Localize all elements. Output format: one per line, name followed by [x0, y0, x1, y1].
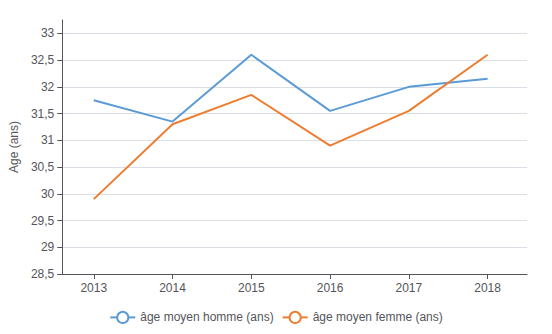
svg-text:32,5: 32,5 — [31, 53, 55, 67]
svg-text:2013: 2013 — [80, 281, 107, 295]
svg-text:31,5: 31,5 — [31, 107, 55, 121]
svg-text:30: 30 — [41, 187, 55, 201]
svg-text:âge moyen femme (ans): âge moyen femme (ans) — [313, 310, 443, 324]
svg-text:2018: 2018 — [474, 281, 501, 295]
svg-text:31: 31 — [41, 133, 55, 147]
svg-text:Age (ans): Age (ans) — [7, 121, 21, 173]
svg-text:2015: 2015 — [238, 281, 265, 295]
svg-text:2014: 2014 — [159, 281, 186, 295]
svg-text:28,5: 28,5 — [31, 267, 55, 281]
svg-text:30,5: 30,5 — [31, 160, 55, 174]
svg-text:âge moyen homme (ans): âge moyen homme (ans) — [140, 310, 273, 324]
svg-text:33: 33 — [41, 26, 55, 40]
svg-text:2017: 2017 — [395, 281, 422, 295]
svg-text:2016: 2016 — [317, 281, 344, 295]
svg-text:29,5: 29,5 — [31, 214, 55, 228]
svg-text:32: 32 — [41, 80, 55, 94]
svg-text:29: 29 — [41, 240, 55, 254]
